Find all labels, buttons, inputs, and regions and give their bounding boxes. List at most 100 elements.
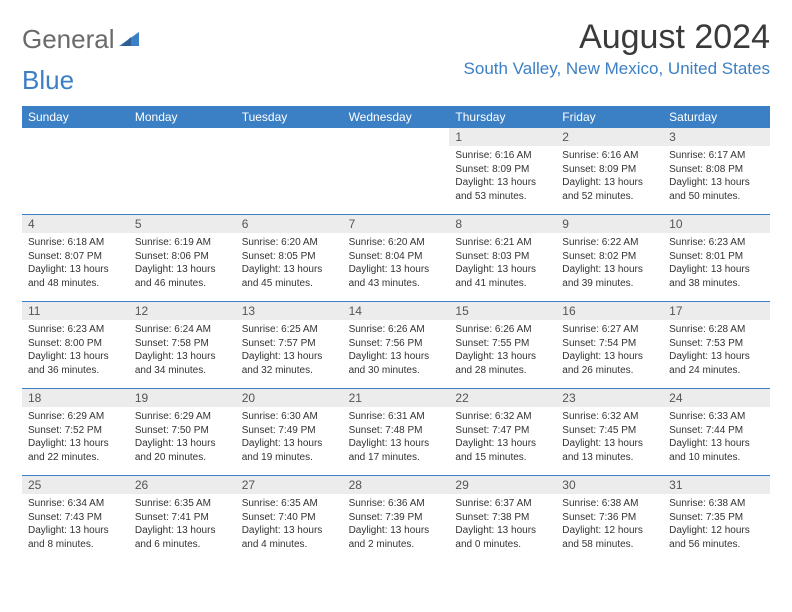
- day-number: 1: [449, 128, 556, 146]
- day-info-line: Sunset: 7:36 PM: [562, 511, 657, 525]
- day-number: 10: [663, 215, 770, 233]
- day-info-line: Sunset: 7:38 PM: [455, 511, 550, 525]
- day-cell: 11Sunrise: 6:23 AMSunset: 8:00 PMDayligh…: [22, 302, 129, 388]
- day-number: 13: [236, 302, 343, 320]
- day-info-line: Sunrise: 6:17 AM: [669, 149, 764, 163]
- day-info-line: Sunrise: 6:36 AM: [349, 497, 444, 511]
- day-info-line: and 32 minutes.: [242, 364, 337, 378]
- day-info-line: Sunrise: 6:24 AM: [135, 323, 230, 337]
- day-info-line: and 41 minutes.: [455, 277, 550, 291]
- day-info-line: Daylight: 13 hours: [28, 437, 123, 451]
- day-info: Sunrise: 6:34 AMSunset: 7:43 PMDaylight:…: [22, 494, 129, 554]
- day-info-line: Sunset: 7:54 PM: [562, 337, 657, 351]
- day-info-line: Sunrise: 6:32 AM: [562, 410, 657, 424]
- day-info-line: Sunrise: 6:31 AM: [349, 410, 444, 424]
- day-info-line: Daylight: 13 hours: [349, 524, 444, 538]
- month-title: August 2024: [464, 18, 770, 57]
- day-info-line: Daylight: 13 hours: [562, 350, 657, 364]
- day-cell: 13Sunrise: 6:25 AMSunset: 7:57 PMDayligh…: [236, 302, 343, 388]
- day-info-line: and 43 minutes.: [349, 277, 444, 291]
- day-info-line: and 53 minutes.: [455, 190, 550, 204]
- day-info: Sunrise: 6:36 AMSunset: 7:39 PMDaylight:…: [343, 494, 450, 554]
- day-cell: 12Sunrise: 6:24 AMSunset: 7:58 PMDayligh…: [129, 302, 236, 388]
- day-cell: 25Sunrise: 6:34 AMSunset: 7:43 PMDayligh…: [22, 476, 129, 562]
- day-info-line: Daylight: 13 hours: [349, 350, 444, 364]
- day-info-line: Sunrise: 6:38 AM: [562, 497, 657, 511]
- day-info: Sunrise: 6:35 AMSunset: 7:40 PMDaylight:…: [236, 494, 343, 554]
- day-info-line: and 15 minutes.: [455, 451, 550, 465]
- day-info: Sunrise: 6:24 AMSunset: 7:58 PMDaylight:…: [129, 320, 236, 380]
- day-cell: 6Sunrise: 6:20 AMSunset: 8:05 PMDaylight…: [236, 215, 343, 301]
- day-cell: 24Sunrise: 6:33 AMSunset: 7:44 PMDayligh…: [663, 389, 770, 475]
- day-info-line: Sunset: 7:52 PM: [28, 424, 123, 438]
- day-info-line: Sunrise: 6:23 AM: [669, 236, 764, 250]
- week-row: 18Sunrise: 6:29 AMSunset: 7:52 PMDayligh…: [22, 389, 770, 476]
- day-info-line: Sunrise: 6:21 AM: [455, 236, 550, 250]
- day-cell: 22Sunrise: 6:32 AMSunset: 7:47 PMDayligh…: [449, 389, 556, 475]
- day-number: 4: [22, 215, 129, 233]
- logo-sail-icon: [119, 28, 139, 51]
- day-number: 22: [449, 389, 556, 407]
- day-info-line: Sunset: 7:47 PM: [455, 424, 550, 438]
- day-info-line: Sunset: 8:04 PM: [349, 250, 444, 264]
- day-info-line: Sunrise: 6:26 AM: [455, 323, 550, 337]
- week-row: 11Sunrise: 6:23 AMSunset: 8:00 PMDayligh…: [22, 302, 770, 389]
- week-row: 25Sunrise: 6:34 AMSunset: 7:43 PMDayligh…: [22, 476, 770, 562]
- week-row: 1Sunrise: 6:16 AMSunset: 8:09 PMDaylight…: [22, 128, 770, 215]
- day-info: Sunrise: 6:28 AMSunset: 7:53 PMDaylight:…: [663, 320, 770, 380]
- day-info-line: Daylight: 13 hours: [135, 263, 230, 277]
- day-info: Sunrise: 6:16 AMSunset: 8:09 PMDaylight:…: [556, 146, 663, 206]
- day-cell: 7Sunrise: 6:20 AMSunset: 8:04 PMDaylight…: [343, 215, 450, 301]
- day-cell: 9Sunrise: 6:22 AMSunset: 8:02 PMDaylight…: [556, 215, 663, 301]
- day-number: 20: [236, 389, 343, 407]
- day-info-line: and 58 minutes.: [562, 538, 657, 552]
- day-info: Sunrise: 6:16 AMSunset: 8:09 PMDaylight:…: [449, 146, 556, 206]
- day-number: 30: [556, 476, 663, 494]
- day-info-line: Sunset: 7:53 PM: [669, 337, 764, 351]
- day-info-line: Sunset: 8:07 PM: [28, 250, 123, 264]
- location: South Valley, New Mexico, United States: [464, 59, 770, 79]
- day-info-line: Sunset: 8:03 PM: [455, 250, 550, 264]
- day-number: 24: [663, 389, 770, 407]
- empty-cell: [22, 128, 129, 214]
- day-info: Sunrise: 6:29 AMSunset: 7:52 PMDaylight:…: [22, 407, 129, 467]
- day-info-line: and 50 minutes.: [669, 190, 764, 204]
- day-info-line: and 46 minutes.: [135, 277, 230, 291]
- day-info: Sunrise: 6:23 AMSunset: 8:00 PMDaylight:…: [22, 320, 129, 380]
- day-info-line: and 2 minutes.: [349, 538, 444, 552]
- day-number: 9: [556, 215, 663, 233]
- day-cell: 18Sunrise: 6:29 AMSunset: 7:52 PMDayligh…: [22, 389, 129, 475]
- empty-cell: [236, 128, 343, 214]
- day-info: Sunrise: 6:20 AMSunset: 8:04 PMDaylight:…: [343, 233, 450, 293]
- day-info-line: Sunrise: 6:34 AM: [28, 497, 123, 511]
- day-info-line: Sunset: 8:09 PM: [455, 163, 550, 177]
- day-info: Sunrise: 6:32 AMSunset: 7:47 PMDaylight:…: [449, 407, 556, 467]
- day-number: 2: [556, 128, 663, 146]
- day-info-line: and 26 minutes.: [562, 364, 657, 378]
- day-headers: Sunday Monday Tuesday Wednesday Thursday…: [22, 106, 770, 128]
- day-info-line: Sunset: 7:56 PM: [349, 337, 444, 351]
- day-info: Sunrise: 6:38 AMSunset: 7:35 PMDaylight:…: [663, 494, 770, 554]
- day-info-line: Daylight: 13 hours: [669, 437, 764, 451]
- day-cell: 1Sunrise: 6:16 AMSunset: 8:09 PMDaylight…: [449, 128, 556, 214]
- day-info-line: Sunrise: 6:35 AM: [242, 497, 337, 511]
- day-header-fri: Friday: [556, 106, 663, 128]
- empty-cell: [343, 128, 450, 214]
- day-info-line: Sunset: 7:39 PM: [349, 511, 444, 525]
- day-number: 19: [129, 389, 236, 407]
- title-block: August 2024 South Valley, New Mexico, Un…: [464, 18, 770, 79]
- day-info-line: Daylight: 13 hours: [669, 176, 764, 190]
- day-info-line: Sunset: 7:48 PM: [349, 424, 444, 438]
- day-info-line: Daylight: 13 hours: [455, 437, 550, 451]
- day-info-line: Daylight: 13 hours: [242, 524, 337, 538]
- day-info-line: and 22 minutes.: [28, 451, 123, 465]
- day-info-line: and 45 minutes.: [242, 277, 337, 291]
- day-number: 25: [22, 476, 129, 494]
- day-cell: 21Sunrise: 6:31 AMSunset: 7:48 PMDayligh…: [343, 389, 450, 475]
- day-info-line: and 52 minutes.: [562, 190, 657, 204]
- day-cell: 23Sunrise: 6:32 AMSunset: 7:45 PMDayligh…: [556, 389, 663, 475]
- day-info-line: Daylight: 13 hours: [562, 263, 657, 277]
- day-info-line: Sunset: 8:05 PM: [242, 250, 337, 264]
- day-info: Sunrise: 6:26 AMSunset: 7:55 PMDaylight:…: [449, 320, 556, 380]
- day-info-line: Daylight: 13 hours: [349, 263, 444, 277]
